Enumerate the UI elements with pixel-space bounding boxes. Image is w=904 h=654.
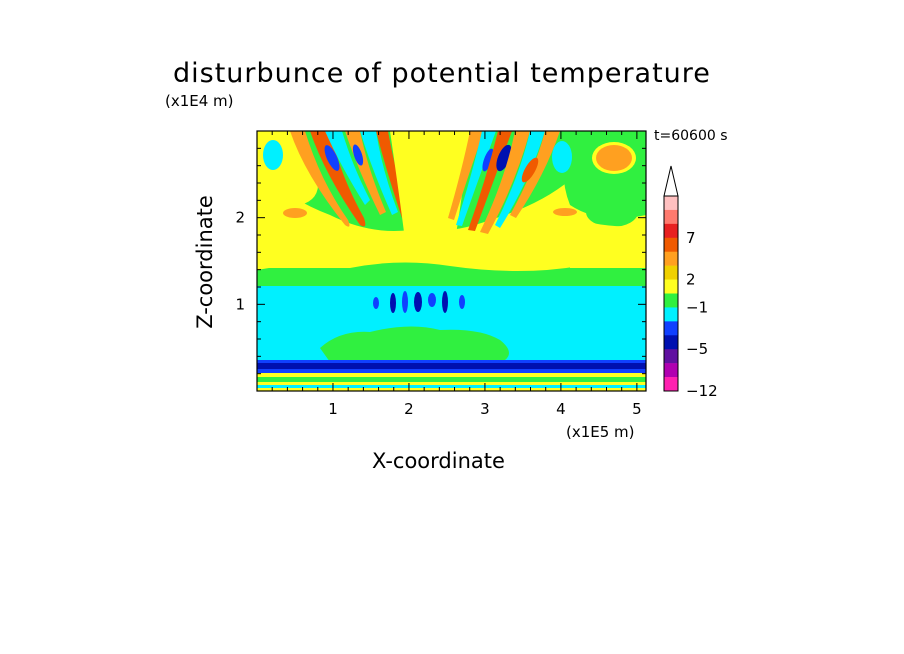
colorbar-swatch [664, 279, 678, 294]
colorbar-swatch [664, 223, 678, 239]
x-tick-label: 5 [632, 400, 642, 418]
colorbar-swatch [664, 307, 678, 322]
colorbar-swatch [664, 321, 678, 336]
colorbar-tick-label: −5 [686, 340, 708, 358]
colorbar-swatch [664, 265, 678, 280]
colorbar-swatch [664, 293, 678, 308]
colorbar-swatch [664, 377, 678, 392]
colorbar-tick-label: −12 [686, 382, 718, 400]
colorbar-swatch [664, 349, 678, 364]
colorbar: 7 2 −1 −5 −12 [663, 165, 718, 400]
colorbar-tick-label: 2 [686, 271, 696, 289]
time-label: t=60600 s [654, 128, 728, 144]
x-tick-label: 3 [480, 400, 490, 418]
x-axis-label: X-coordinate [372, 449, 505, 473]
colorbar-tick-label: 7 [686, 229, 696, 247]
colorbar-swatch [664, 209, 678, 225]
plot-frame [256, 130, 647, 392]
colorbar-swatch [664, 363, 678, 378]
colorbar-swatch [664, 196, 678, 211]
contour-field [257, 131, 646, 391]
colorbar-frame [663, 195, 679, 392]
y-axis-unit: (x1E4 m) [165, 92, 234, 110]
x-axis-unit: (x1E5 m) [566, 423, 635, 441]
y-tick-label: 1 [235, 295, 245, 313]
colorbar-extend-arrow [663, 165, 679, 197]
axis-tick-labels: 1 2 3 4 5 1 2 [235, 209, 641, 418]
colorbar-swatch [664, 237, 678, 253]
colorbar-swatch [664, 335, 678, 350]
x-tick-label: 1 [328, 400, 338, 418]
colorbar-tick-label: −1 [686, 298, 708, 316]
x-tick-label: 4 [556, 400, 566, 418]
colorbar-swatch [664, 251, 678, 266]
y-tick-label: 2 [235, 209, 245, 227]
chart-title: disturbunce of potential temperature [173, 58, 711, 89]
x-tick-label: 2 [404, 400, 414, 418]
axis-ticks [257, 131, 646, 391]
